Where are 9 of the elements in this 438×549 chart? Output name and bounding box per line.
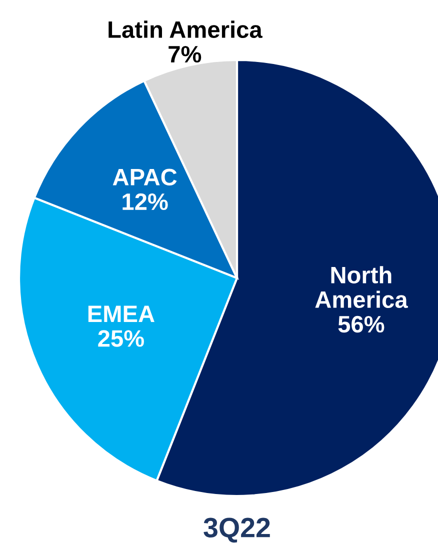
data-label: 25% bbox=[98, 330, 144, 347]
data-label: 7% bbox=[168, 46, 202, 63]
slice-label: Latin America bbox=[108, 20, 262, 38]
data-label: 12% bbox=[122, 193, 168, 210]
slice-label: EMEA bbox=[88, 306, 154, 322]
text: 3Q22 bbox=[204, 518, 270, 543]
data-label: 56% bbox=[338, 316, 384, 333]
slice-label: North America bbox=[315, 266, 408, 308]
slice-label: APAC bbox=[112, 168, 177, 186]
